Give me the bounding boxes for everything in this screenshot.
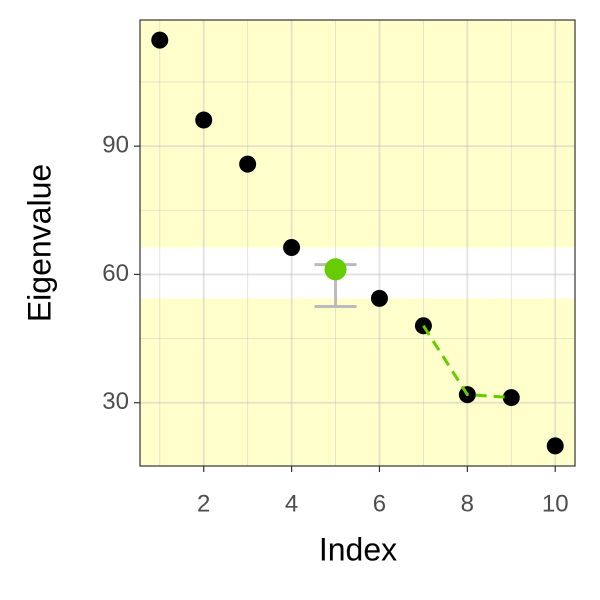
- dashed-line: [422, 324, 512, 400]
- x-tick-label: 6: [373, 490, 386, 517]
- y-tick-label: 30: [102, 388, 129, 415]
- plot-background: [140, 20, 575, 466]
- y-axis-title: Eigenvalue: [21, 164, 57, 322]
- x-tick-label: 2: [197, 490, 210, 517]
- point: [370, 289, 388, 307]
- point: [502, 389, 520, 407]
- x-axis-title: Index: [319, 531, 397, 567]
- y-tick-label: 90: [102, 131, 129, 158]
- point: [324, 258, 347, 281]
- x-tick-label: 10: [542, 490, 569, 517]
- band: [140, 247, 575, 299]
- plot-border: [139, 19, 576, 467]
- point: [546, 437, 564, 455]
- point: [151, 31, 169, 49]
- point: [195, 111, 213, 129]
- point: [239, 155, 257, 173]
- x-tick-label: 8: [461, 490, 474, 517]
- x-tick-label: 4: [285, 490, 298, 517]
- point: [283, 238, 301, 256]
- y-tick-label: 60: [102, 260, 129, 287]
